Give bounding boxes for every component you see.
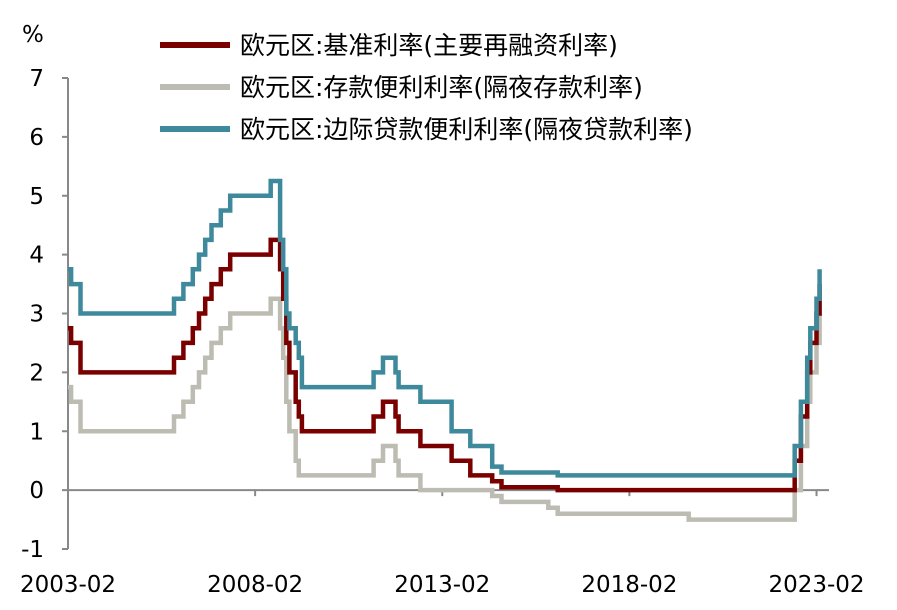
y-tick-label: 6 [29,125,44,151]
y-tick-label: 3 [29,302,44,328]
y-tick-label: 0 [29,478,44,504]
y-tick-label: 5 [29,184,44,210]
y-tick-label: 4 [29,243,44,269]
legend-label: 欧元区:存款便利利率(隔夜存款利率) [240,73,643,102]
y-tick-label: 2 [29,360,44,386]
x-tick-label: 2018-02 [581,572,677,598]
y-tick-label: -1 [21,537,44,563]
y-axis: -1 0 1 2 3 4 5 6 7 [21,66,69,563]
series-line-3 [68,178,822,478]
y-tick-label: 7 [29,66,44,92]
series-line-2 [68,296,822,522]
x-tick-label: 2003-02 [20,572,116,598]
legend: 欧元区:基准利率(主要再融资利率) 欧元区:存款便利利率(隔夜存款利率) 欧元区:边… [160,31,693,144]
x-tick-label: 2008-02 [207,572,303,598]
series-line-1 [68,237,822,493]
x-axis: 2003-02 2008-02 2013-02 2018-02 2023-02 [20,489,865,598]
y-tick-label: 1 [29,419,44,445]
y-axis-unit: % [22,22,44,48]
legend-label: 欧元区:边际贷款便利利率(隔夜贷款利率) [240,115,693,144]
series-lines [68,178,822,522]
legend-label: 欧元区:基准利率(主要再融资利率) [240,31,618,60]
x-tick-label: 2013-02 [394,572,490,598]
x-tick-label: 2023-02 [768,572,864,598]
